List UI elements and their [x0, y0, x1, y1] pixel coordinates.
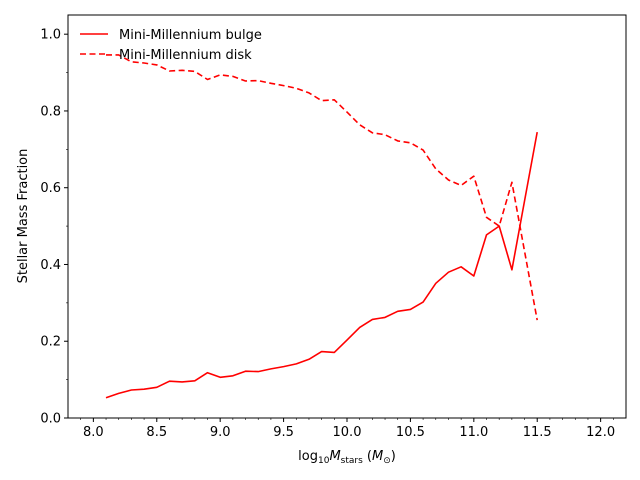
legend-label-bulge: Mini-Millennium bulge	[119, 28, 262, 43]
x-tick-label: 10.5	[396, 425, 425, 440]
x-axis-label: log10Mstars (M⊙)	[298, 449, 396, 466]
x-tick-label: 8.0	[83, 425, 104, 440]
x-axis-label-main: M	[329, 449, 340, 464]
x-axis-label-unit-open: (	[363, 449, 372, 464]
x-axis: 8.0 8.5 9.0 9.5 10.0 10.5 11.0 11.5 12.0	[80, 418, 615, 440]
x-tick-label: 11.0	[459, 425, 488, 440]
y-tick-label: 1.0	[40, 28, 61, 43]
x-axis-label-sub2: stars	[341, 456, 363, 466]
x-tick-label: 8.5	[146, 425, 167, 440]
y-tick-label: 0.6	[40, 181, 61, 196]
x-axis-label-unit-main: M	[372, 449, 383, 464]
x-axis-label-unit-close: )	[391, 449, 396, 464]
x-axis-label-unit-sub: ⊙	[383, 456, 391, 466]
series-line-bulge	[105, 131, 538, 399]
x-axis-label-prefix: log	[298, 449, 318, 464]
y-tick-label: 0.2	[40, 335, 61, 350]
x-tick-label: 10.0	[333, 425, 362, 440]
y-tick-label: 0.4	[40, 258, 61, 273]
y-tick-label: 0.0	[40, 412, 61, 427]
plot-area	[105, 54, 538, 399]
x-tick-label: 9.5	[273, 425, 294, 440]
series-line-disk	[106, 54, 538, 321]
x-axis-label-sub1: 10	[318, 456, 330, 466]
axes-frame	[67, 14, 627, 419]
y-axis-label: Stellar Mass Fraction	[16, 149, 31, 284]
x-tick-label: 12.0	[586, 425, 615, 440]
x-tick-label: 9.0	[210, 425, 231, 440]
y-axis: 0.0 0.2 0.4 0.6 0.8 1.0	[40, 28, 68, 427]
x-tick-label: 11.5	[523, 425, 552, 440]
legend-label-disk: Mini-Millennium disk	[119, 48, 252, 63]
legend: Mini-Millennium bulge Mini-Millennium di…	[80, 28, 262, 63]
y-tick-label: 0.8	[40, 104, 61, 119]
